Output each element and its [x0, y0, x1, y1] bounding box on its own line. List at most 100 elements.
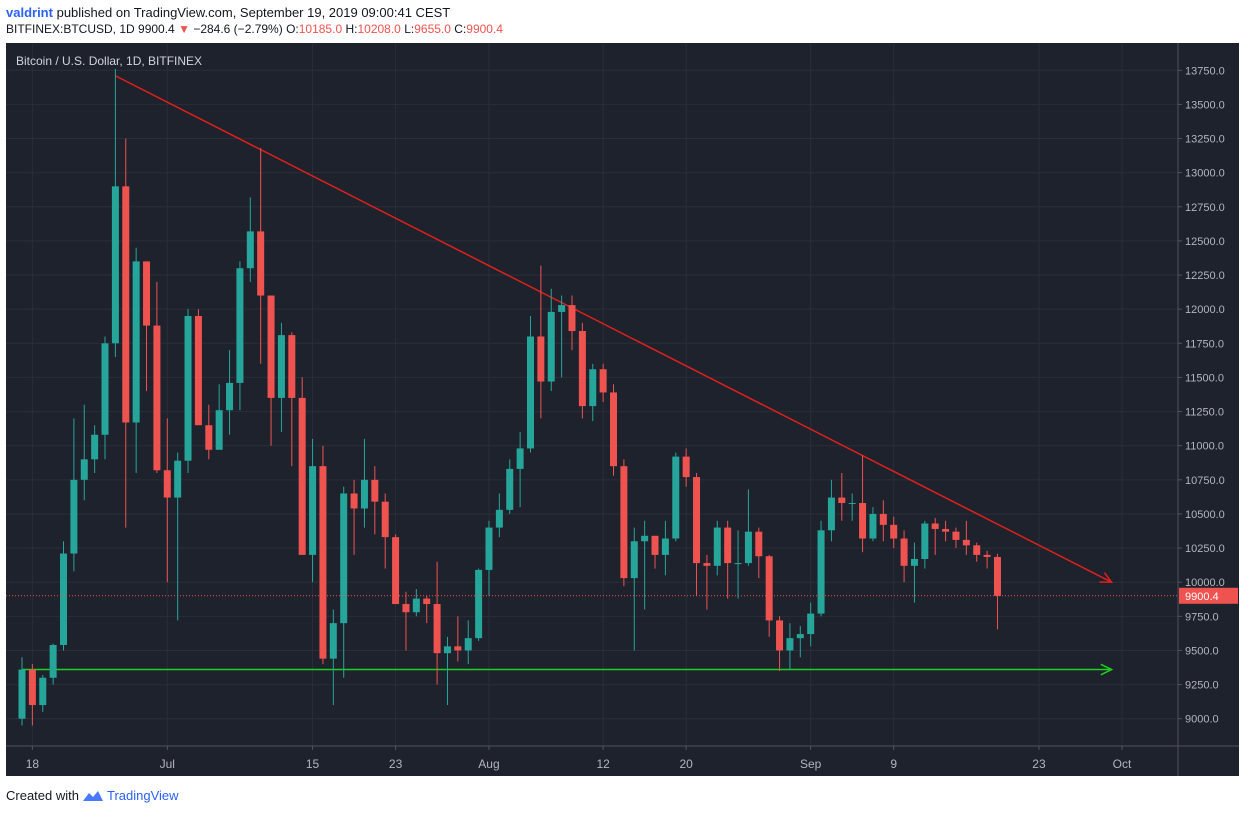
y-tick-label: 9500.0: [1185, 645, 1219, 657]
candle-body: [184, 316, 192, 461]
candle-body: [786, 638, 794, 651]
chart-area[interactable]: 9000.0 9250.0 9500.0 9750.0 10000.0 10250.0 10…: [6, 43, 1239, 776]
candle: [184, 309, 192, 473]
x-tick-label: 20: [679, 757, 693, 771]
x-tick-label: Sep: [800, 757, 822, 771]
candle-body: [641, 535, 649, 542]
candle: [755, 527, 763, 579]
candle: [309, 438, 317, 583]
candle-body: [298, 397, 306, 555]
candle-body: [900, 538, 908, 566]
candle: [734, 530, 742, 599]
candle: [257, 148, 265, 364]
candles: [18, 68, 1001, 726]
candle: [423, 595, 431, 624]
candle: [765, 554, 773, 637]
candle: [796, 625, 804, 658]
candle: [786, 623, 794, 670]
candle-body: [381, 501, 389, 538]
candle-body: [246, 231, 254, 269]
candle-body: [360, 479, 368, 509]
chart-title: Bitcoin / U.S. Dollar, 1D, BITFINEX: [16, 54, 202, 68]
candle-body: [111, 186, 119, 344]
candle-body: [869, 513, 877, 539]
candle-body: [215, 410, 223, 450]
candle-body: [921, 523, 929, 559]
candle: [340, 486, 348, 678]
candle: [703, 554, 711, 610]
symbol-ohlc-line: BITFINEX:BTCUSD, 1D 9900.4 ▼ −284.6 (−2.…: [6, 22, 503, 36]
x-tick-label: Oct: [1113, 757, 1132, 771]
candle-body: [859, 503, 867, 539]
y-tick-label: 13500.0: [1185, 99, 1225, 111]
candle-body: [993, 556, 1001, 596]
y-tick-label: 13000.0: [1185, 168, 1225, 180]
candle: [672, 452, 680, 542]
candle-body: [817, 530, 825, 614]
candle: [464, 620, 472, 665]
candle: [132, 247, 140, 473]
candle: [641, 520, 649, 610]
y-tick-label: 13250.0: [1185, 134, 1225, 146]
candle: [942, 520, 950, 542]
candle-body: [132, 261, 140, 423]
last-price-label: 9900.4: [1185, 591, 1219, 603]
x-tick-label: 18: [26, 757, 40, 771]
candle-body: [423, 598, 431, 605]
candle: [288, 332, 296, 467]
candle: [392, 534, 400, 605]
candle: [900, 530, 908, 583]
candle-body: [952, 531, 960, 540]
candle-body: [537, 336, 545, 382]
y-tick-label: 11500.0: [1185, 372, 1224, 384]
candle-body: [392, 537, 400, 605]
candle: [827, 479, 835, 542]
candle: [194, 309, 202, 426]
candle-body: [28, 669, 36, 706]
candle-body: [174, 460, 182, 498]
candle-body: [558, 305, 566, 312]
x-tick-label: 9: [890, 757, 897, 771]
candle: [80, 404, 88, 501]
candle-body: [526, 336, 534, 449]
candle: [817, 520, 825, 617]
candle: [433, 561, 441, 685]
created-with-text: Created with: [6, 788, 79, 803]
candle: [226, 350, 234, 435]
candle-body: [194, 316, 202, 426]
price-axis-bg: [1178, 43, 1239, 776]
x-tick-label: 23: [389, 757, 403, 771]
candle: [246, 197, 254, 282]
candle-body: [568, 305, 576, 332]
candle-body: [288, 335, 296, 398]
candle-body: [827, 497, 835, 531]
tradingview-link[interactable]: TradingView: [106, 788, 179, 803]
candle: [537, 265, 545, 419]
candle: [277, 322, 285, 433]
candle: [693, 472, 701, 596]
candlestick-chart[interactable]: 9000.0 9250.0 9500.0 9750.0 10000.0 10250.0 10…: [6, 43, 1239, 776]
candle-body: [807, 613, 815, 635]
candle-body: [630, 541, 638, 579]
candle-body: [744, 531, 752, 564]
candle: [848, 493, 856, 521]
candle: [516, 432, 524, 508]
candle-body: [371, 479, 379, 502]
author-name[interactable]: valdrint: [6, 5, 53, 20]
candle: [381, 493, 389, 569]
candle: [360, 438, 368, 528]
candle-body: [101, 343, 109, 435]
trendline-arrowhead-0: [1099, 572, 1114, 583]
low-label: L:: [404, 22, 415, 36]
y-tick-label: 9000.0: [1185, 714, 1219, 726]
candle: [589, 363, 597, 422]
candle: [236, 261, 244, 411]
x-tick-label: 15: [306, 757, 320, 771]
candle-body: [848, 503, 856, 505]
candle: [578, 322, 586, 419]
x-tick-label: 12: [596, 757, 610, 771]
candle: [724, 520, 732, 599]
candle-body: [70, 479, 78, 554]
y-tick-label: 10500.0: [1185, 509, 1225, 521]
candle-body: [49, 644, 57, 678]
